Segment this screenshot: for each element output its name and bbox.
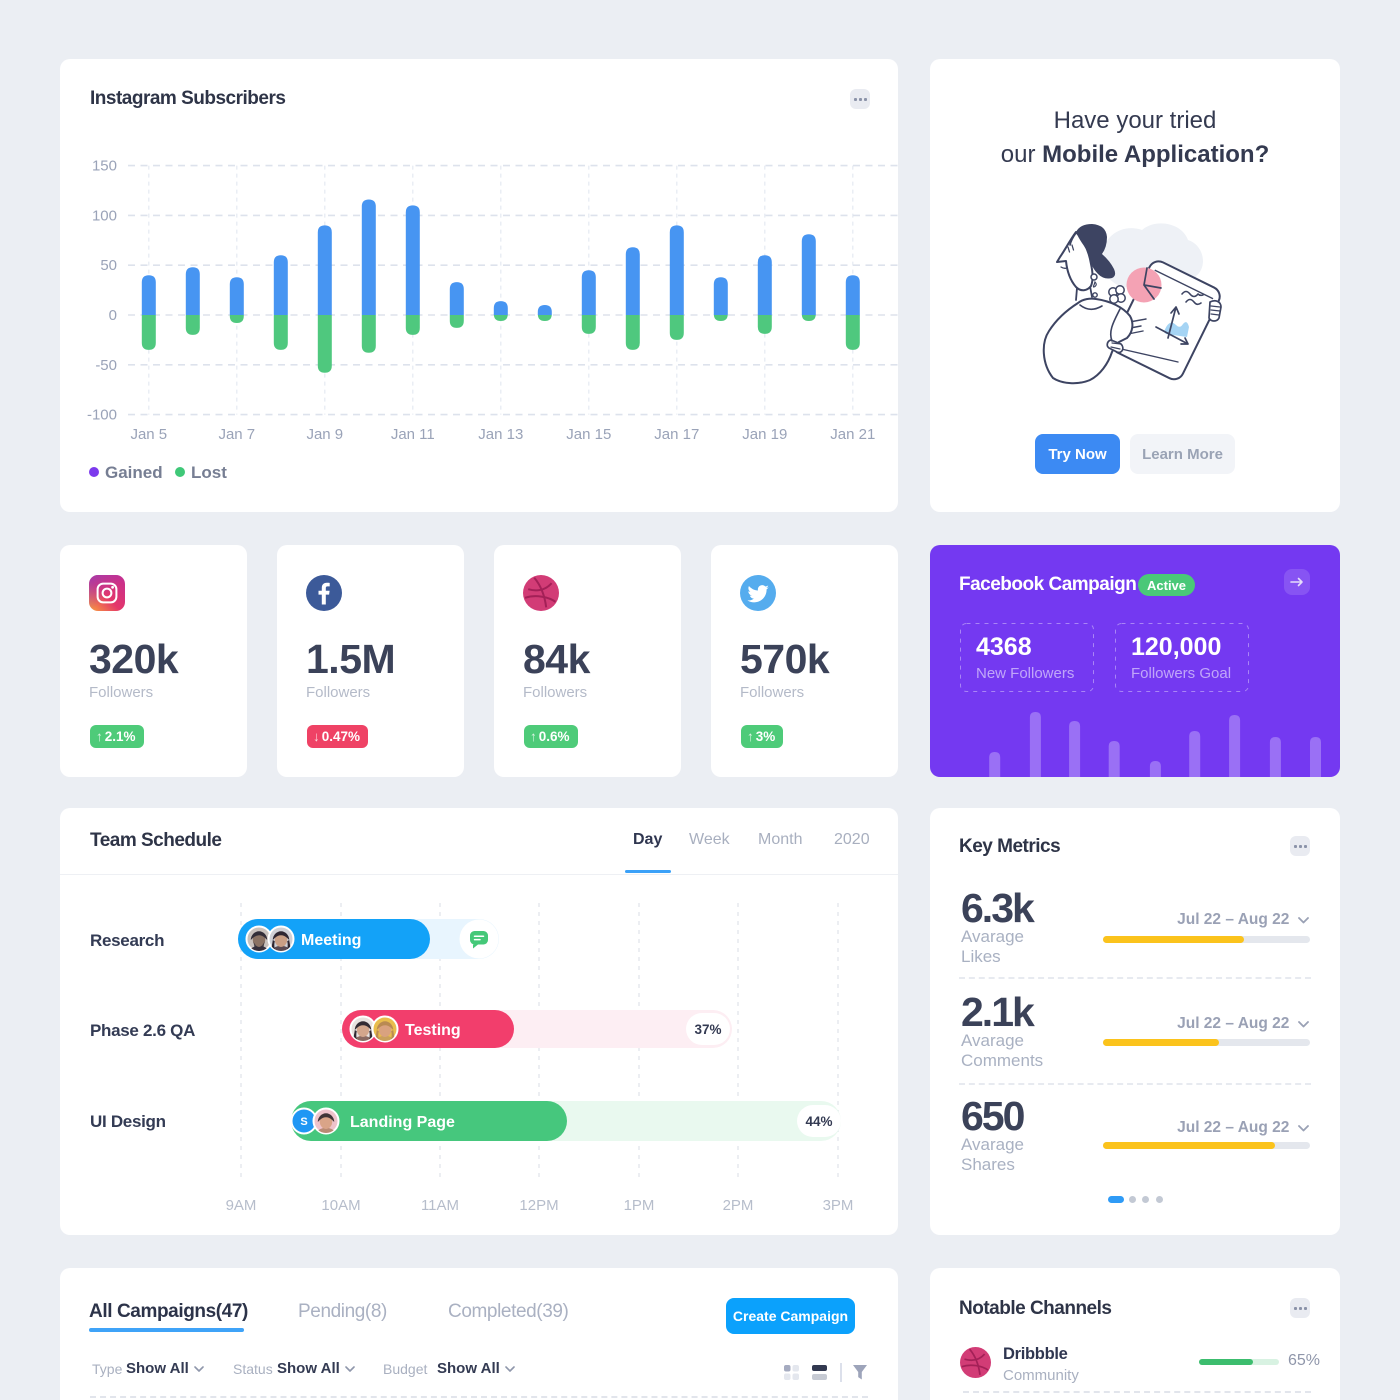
- svg-text:0: 0: [109, 307, 117, 324]
- svg-text:37%: 37%: [694, 1022, 721, 1037]
- svg-text:Jan 13: Jan 13: [478, 426, 523, 443]
- svg-text:12PM: 12PM: [519, 1197, 558, 1214]
- svg-text:Landing Page: Landing Page: [350, 1114, 455, 1131]
- svg-text:10AM: 10AM: [321, 1197, 360, 1214]
- svg-text:Jan 11: Jan 11: [391, 426, 435, 443]
- svg-text:1PM: 1PM: [624, 1197, 655, 1214]
- svg-text:Meeting: Meeting: [301, 932, 361, 949]
- svg-text:Jan 15: Jan 15: [566, 426, 611, 443]
- svg-text:50: 50: [100, 257, 117, 274]
- svg-text:-50: -50: [95, 357, 117, 374]
- svg-text:100: 100: [92, 207, 117, 224]
- svg-text:11AM: 11AM: [421, 1197, 459, 1214]
- svg-text:150: 150: [92, 158, 117, 175]
- svg-text:-100: -100: [87, 407, 117, 424]
- svg-text:2PM: 2PM: [723, 1197, 754, 1214]
- svg-text:Jan 5: Jan 5: [130, 426, 167, 443]
- svg-text:Jan 7: Jan 7: [218, 426, 255, 443]
- svg-text:Jan 17: Jan 17: [654, 426, 699, 443]
- svg-text:Jan 21: Jan 21: [830, 426, 875, 443]
- svg-text:Testing: Testing: [405, 1022, 461, 1039]
- svg-text:Lost: Lost: [191, 463, 227, 482]
- svg-text:Jan 19: Jan 19: [742, 426, 787, 443]
- svg-text:Gained: Gained: [105, 463, 163, 482]
- svg-text:Jan 9: Jan 9: [306, 426, 343, 443]
- svg-text:44%: 44%: [805, 1114, 832, 1129]
- svg-text:9AM: 9AM: [226, 1197, 257, 1214]
- svg-text:3PM: 3PM: [823, 1197, 854, 1214]
- svg-text:S: S: [300, 1116, 307, 1128]
